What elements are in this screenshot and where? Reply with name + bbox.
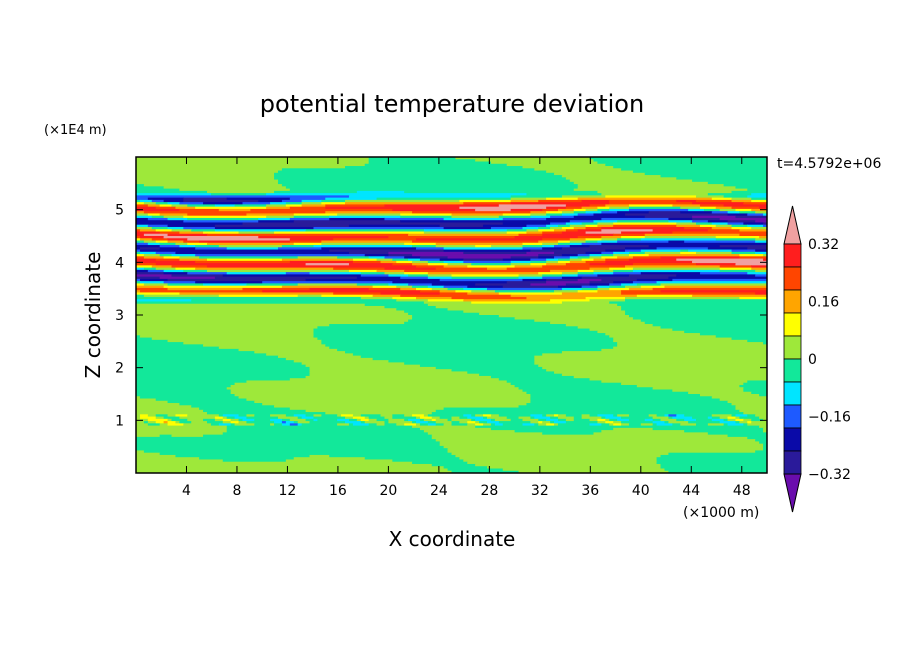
colorbar-tick-label: 0 xyxy=(808,352,817,368)
colorbar-bin xyxy=(783,404,802,429)
colorbar-bin xyxy=(783,427,802,452)
x-axis: 4 8 12 16 20 24 28 32 36 40 44 48 xyxy=(182,157,751,499)
x-tick-label: 16 xyxy=(329,483,347,499)
x-tick-label: 12 xyxy=(279,483,297,499)
colorbar-bin xyxy=(783,289,802,314)
chart-title: potential temperature deviation xyxy=(260,90,644,118)
y-tick-label: 5 xyxy=(115,203,124,219)
x-tick-label: 20 xyxy=(379,483,397,499)
y-axis: 1 2 3 4 5 xyxy=(115,203,767,429)
colorbar-bin xyxy=(783,335,802,360)
x-unit-label: (×1000 m) xyxy=(683,505,759,521)
y-tick-label: 2 xyxy=(115,361,124,377)
y-axis-label: Z coordinate xyxy=(81,252,105,379)
colorbar-bin xyxy=(783,312,802,337)
colorbar-tick-label: 0.32 xyxy=(808,237,839,253)
colorbar-bin xyxy=(783,266,802,291)
x-tick-label: 32 xyxy=(531,483,549,499)
x-tick-label: 8 xyxy=(232,483,241,499)
y-tick-label: 4 xyxy=(115,255,124,271)
y-unit-label: (×1E4 m) xyxy=(44,123,107,138)
x-tick-label: 4 xyxy=(182,483,191,499)
colorbar-bin xyxy=(783,358,802,383)
colorbar-tick-label: 0.16 xyxy=(808,295,839,311)
x-tick-label: 44 xyxy=(682,483,700,499)
contour-field xyxy=(136,157,767,473)
y-tick-label: 3 xyxy=(115,308,124,324)
y-tick-label: 1 xyxy=(115,413,124,429)
colorbar-tick-label: −0.16 xyxy=(808,410,851,426)
x-tick-label: 24 xyxy=(430,483,448,499)
colorbar-extend-bottom xyxy=(783,473,802,513)
colorbar-bin xyxy=(783,450,802,475)
x-tick-label: 28 xyxy=(480,483,498,499)
x-tick-label: 48 xyxy=(733,483,751,499)
x-tick-label: 36 xyxy=(581,483,599,499)
time-label: t=4.5792e+06 xyxy=(777,156,881,172)
colorbar: 0.32 0.16 0 −0.16 −0.32 xyxy=(783,205,851,513)
colorbar-extend-top xyxy=(783,205,802,245)
x-tick-label: 40 xyxy=(632,483,650,499)
colorbar-bin xyxy=(783,243,802,268)
colorbar-tick-label: −0.32 xyxy=(808,467,851,483)
colorbar-bin xyxy=(783,381,802,406)
x-axis-label: X coordinate xyxy=(389,527,516,551)
